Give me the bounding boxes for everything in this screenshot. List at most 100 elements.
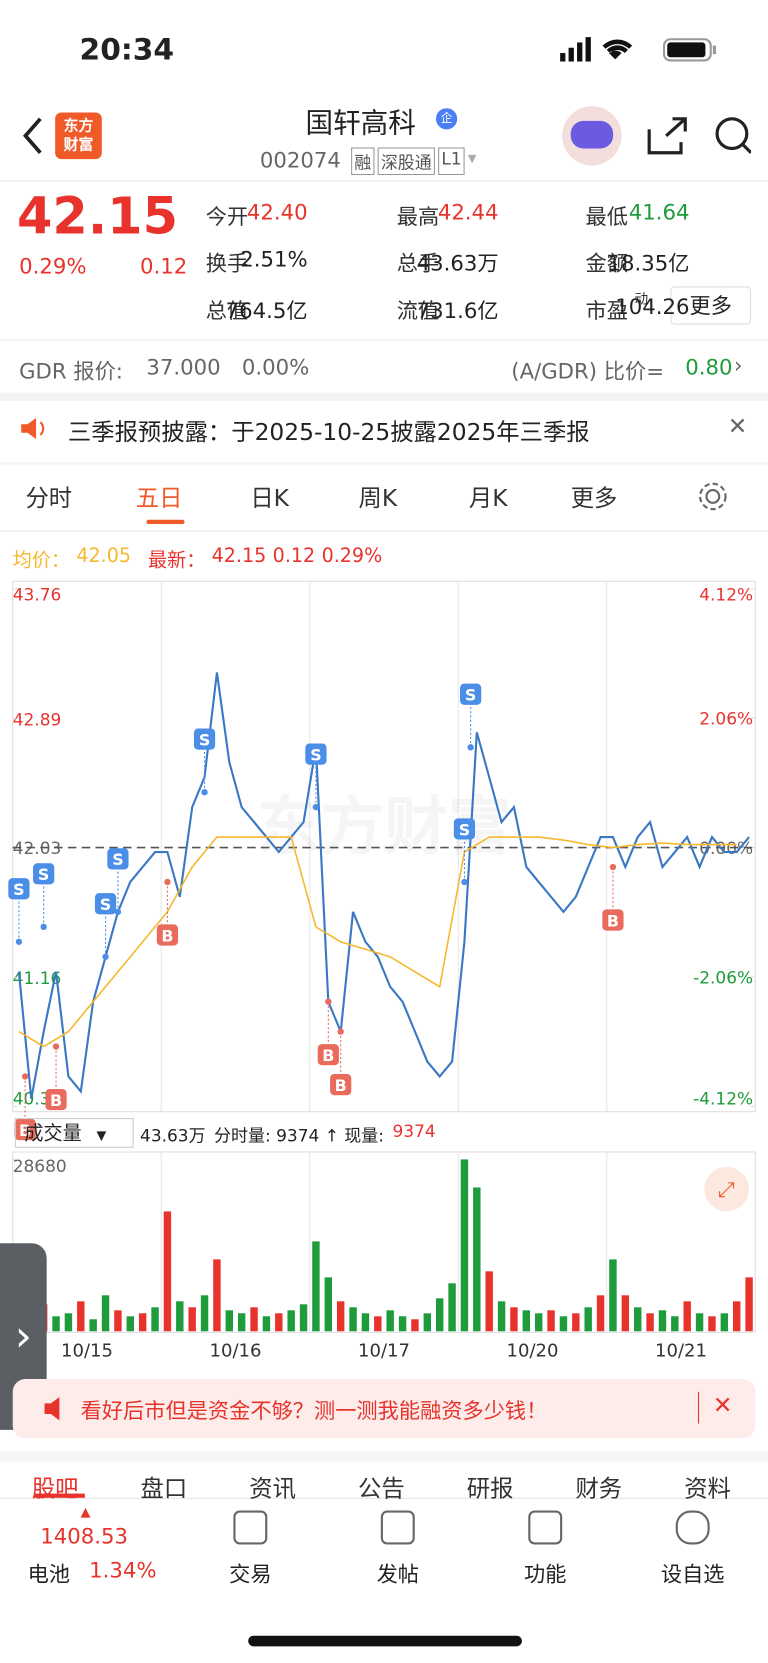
marker-label: S	[38, 865, 49, 884]
marker-label: S	[199, 731, 210, 750]
volume-bar	[188, 1307, 196, 1332]
field-value: 42.40	[246, 199, 308, 225]
settings-icon[interactable]	[696, 479, 730, 513]
gdr-ratio: 0.80	[685, 354, 733, 380]
bottom-tab[interactable]: 资讯	[249, 1476, 296, 1504]
ad-text[interactable]: 看好后市但是资金不够？测一测我能融资多少钱！	[80, 1398, 548, 1424]
nav-label[interactable]: 交易	[229, 1561, 272, 1587]
home-indicator	[248, 1635, 522, 1647]
volume-bar	[163, 1211, 172, 1332]
marker-point	[102, 953, 109, 960]
nav-icon[interactable]	[675, 1510, 710, 1545]
sector-pct: 1.34%	[89, 1557, 157, 1583]
y2-tick-label: -4.12%	[693, 1089, 753, 1109]
ad-close[interactable]: ✕	[712, 1392, 733, 1420]
nav-icon[interactable]	[528, 1510, 563, 1545]
field-label: 换手	[205, 250, 249, 276]
volume-bar	[596, 1295, 605, 1332]
nav-icon[interactable]	[380, 1510, 415, 1545]
tag: 深股通	[377, 147, 435, 176]
volume-bar	[126, 1316, 135, 1332]
volume-bar	[237, 1313, 246, 1332]
nav-label[interactable]: 功能	[524, 1561, 567, 1587]
marker-label: S	[465, 686, 476, 705]
bottom-tab[interactable]: 研报	[466, 1476, 514, 1504]
price-line	[18, 836, 737, 1048]
tab[interactable]: 周K	[358, 485, 398, 513]
volume-bar	[250, 1307, 258, 1332]
marker-box	[8, 878, 30, 900]
change: 0.12	[140, 253, 188, 279]
marker-point	[609, 863, 617, 871]
volume-bar	[510, 1307, 518, 1332]
avatar[interactable]	[562, 106, 622, 166]
gdr-ratio-label: (A/GDR) 比价=	[511, 358, 664, 384]
expand-button[interactable]: ⤢	[704, 1166, 749, 1212]
tab[interactable]: 月K	[468, 485, 508, 513]
y2-tick-label: -2.06%	[693, 968, 753, 988]
field-label: 市盈	[585, 298, 628, 324]
marker-label: B	[161, 926, 173, 945]
volume-bar	[299, 1304, 308, 1332]
volume-bar	[77, 1301, 85, 1332]
marker-box	[453, 818, 476, 840]
legend-label: 均价：	[12, 549, 71, 572]
bottom-tab[interactable]: 盘口	[140, 1476, 188, 1504]
bottom-tab[interactable]: 资料	[684, 1476, 731, 1504]
y2-tick-label: 2.06%	[699, 710, 753, 730]
tab[interactable]: 日K	[250, 485, 289, 513]
nav-label[interactable]: 设自选	[660, 1561, 725, 1587]
x-tick-label: 10/21	[655, 1341, 707, 1362]
marker-box	[45, 1088, 67, 1111]
volume-bar	[572, 1313, 580, 1332]
y2-tick-label: 4.12%	[699, 585, 753, 605]
marker-box	[460, 683, 482, 705]
marker-box	[305, 743, 327, 765]
marker-label: S	[459, 820, 470, 839]
ad-banner[interactable]	[12, 1379, 756, 1439]
marker-box	[94, 893, 117, 915]
field-label: 金额	[585, 250, 628, 276]
notice[interactable]: 三季报预披露：于2025-10-25披露2025年三季报	[67, 420, 590, 447]
tab[interactable]: 五日	[135, 485, 183, 513]
chevron[interactable]: ›	[734, 352, 743, 378]
tab[interactable]: 分时	[25, 485, 73, 513]
marker-box	[14, 1118, 36, 1141]
volume-bar	[200, 1295, 209, 1332]
status-time: 20:34	[79, 31, 175, 67]
close-notice[interactable]: ✕	[727, 413, 748, 441]
volume-dropdown[interactable]: 成交量 ▼	[14, 1118, 134, 1148]
toolbar-icons[interactable]	[645, 115, 752, 157]
volume-text: 分时量: 9374 ↑ 现量:	[214, 1125, 384, 1146]
volume-info: 43.63万 分时量: 9374 ↑ 现量: 9374	[140, 1121, 436, 1146]
price-line	[17, 672, 750, 1100]
tab[interactable]: 更多	[570, 485, 618, 513]
nav-icon[interactable]	[233, 1510, 268, 1545]
bottom-tab[interactable]: 股吧	[31, 1476, 79, 1504]
volume-bar	[745, 1277, 753, 1332]
volume-bar	[584, 1307, 592, 1332]
bottom-tab[interactable]: 财务	[575, 1476, 623, 1504]
y-tick-label: 28680	[13, 1157, 67, 1177]
volume-bar	[708, 1316, 716, 1332]
logo[interactable]: 东方 财富	[55, 112, 102, 160]
bottom-tab-indicator	[33, 1493, 85, 1498]
more-button[interactable]: 更多	[670, 286, 752, 325]
field-label: 最高	[396, 203, 440, 230]
volume-bar	[114, 1310, 122, 1332]
volume-bar	[547, 1310, 555, 1332]
volume-bar	[658, 1310, 667, 1332]
bottom-tab[interactable]: 公告	[358, 1476, 405, 1504]
field-value: 42.44	[437, 199, 499, 225]
marker-box	[156, 924, 179, 946]
volume-bar	[473, 1187, 481, 1332]
field-value: 764.5亿	[225, 298, 308, 324]
nav-label[interactable]: 发帖	[376, 1561, 420, 1587]
back-button[interactable]	[17, 115, 49, 157]
dropdown-arrow[interactable]: ▾	[467, 147, 477, 168]
tag: 融	[351, 147, 375, 176]
field-label: 流值	[396, 298, 440, 324]
x-tick-label: 10/15	[61, 1341, 113, 1362]
